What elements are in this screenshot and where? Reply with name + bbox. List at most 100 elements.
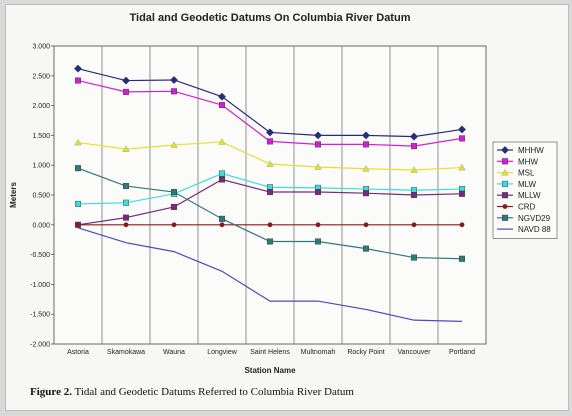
legend: MHHW MHW MSL MLW MLLW CRD NGVD29 NAVD 88 — [492, 141, 558, 239]
legend-item: MHW — [497, 157, 538, 166]
x-tick-label: Rocky Point — [347, 349, 384, 356]
data-point — [315, 222, 321, 228]
y-tick-label: -1.500 — [30, 312, 50, 319]
x-tick-label: Skamokawa — [107, 349, 145, 356]
x-tick-label: Saint Helens — [250, 349, 290, 356]
legend-item: MLLW — [497, 191, 541, 200]
y-tick-label: 0.000 — [32, 222, 50, 229]
legend-label: NGVD29 — [518, 214, 551, 223]
legend-item: MLW — [497, 180, 537, 189]
legend-label: MLLW — [518, 191, 541, 200]
series-mhhw — [74, 64, 466, 141]
data-point — [314, 131, 322, 140]
x-tick-label: Astoria — [67, 349, 89, 356]
data-point — [74, 200, 81, 207]
x-tick-label: Vancouver — [398, 349, 432, 356]
series-msl — [74, 138, 466, 173]
data-point — [411, 143, 418, 150]
data-point — [315, 189, 322, 196]
y-tick-label: 1.000 — [32, 163, 50, 170]
data-point — [458, 125, 466, 134]
series-crd — [75, 222, 465, 228]
x-tick-label: Multnomah — [301, 349, 336, 356]
legend-swatch-marker — [502, 158, 509, 165]
data-point — [315, 141, 322, 148]
data-point — [74, 77, 81, 84]
data-point — [170, 88, 177, 95]
data-point — [314, 163, 322, 170]
legend-item: MSL — [497, 169, 535, 178]
data-point — [74, 64, 82, 73]
y-tick-label: 2.500 — [32, 73, 50, 80]
legend-swatch-marker — [502, 180, 509, 187]
data-point — [218, 138, 226, 145]
series-line — [77, 227, 463, 322]
legend-label: MHHW — [518, 146, 544, 155]
legend-swatch-marker — [501, 146, 509, 154]
y-tick-label: 3.000 — [32, 44, 50, 51]
data-point — [362, 131, 370, 140]
y-tick-label: -2.000 — [30, 342, 50, 349]
data-point — [363, 245, 370, 252]
data-point — [459, 222, 465, 228]
data-point — [411, 254, 418, 261]
series-ngvd29 — [74, 165, 466, 262]
data-point — [75, 222, 81, 228]
data-point — [122, 183, 129, 190]
chart-title: Tidal and Geodetic Datums On Columbia Ri… — [130, 12, 411, 24]
figure-caption: Figure 2. Tidal and Geodetic Datums Refe… — [30, 386, 354, 398]
data-point — [122, 145, 130, 152]
y-tick-label: 0.500 — [32, 193, 50, 200]
caption-label: Figure 2. — [30, 386, 72, 398]
legend-swatch-marker — [502, 204, 508, 209]
data-point — [218, 215, 225, 222]
series-mhw — [74, 77, 466, 150]
y-tick-label: 1.500 — [32, 133, 50, 140]
x-axis-label: Station Name — [244, 366, 296, 375]
data-point — [122, 88, 129, 95]
data-point — [123, 222, 129, 228]
y-axis-label: Meters — [9, 182, 18, 208]
legend-label: MLW — [518, 180, 537, 189]
legend-label: MSL — [518, 169, 535, 178]
data-point — [267, 222, 273, 228]
y-tick-label: -0.500 — [30, 252, 50, 259]
legend-swatch-marker — [502, 192, 509, 199]
data-point — [171, 222, 177, 228]
data-point — [362, 165, 370, 172]
data-point — [267, 138, 274, 145]
data-point — [459, 135, 466, 142]
data-point — [170, 189, 177, 196]
data-point — [267, 189, 274, 196]
data-point — [122, 76, 130, 85]
legend-item: CRD — [497, 203, 536, 212]
data-point — [410, 132, 418, 141]
data-point — [410, 166, 418, 173]
legend-swatch-marker — [502, 214, 509, 221]
legend-label: CRD — [518, 203, 536, 212]
data-point — [218, 170, 225, 177]
data-point — [218, 92, 226, 101]
x-tick-label: Longview — [207, 349, 238, 356]
data-point — [411, 222, 417, 228]
caption-text: Tidal and Geodetic Datums Referred to Co… — [71, 386, 354, 398]
x-tick-label: Portland — [449, 349, 475, 356]
y-tick-label: 2.000 — [32, 103, 50, 110]
data-point — [363, 190, 370, 197]
data-point — [267, 238, 274, 245]
data-point — [218, 102, 225, 109]
data-point — [170, 141, 178, 148]
data-point — [363, 222, 369, 228]
legend-label: NAVD 88 — [518, 225, 551, 234]
data-point — [459, 190, 466, 197]
data-point — [122, 199, 129, 206]
data-point — [315, 238, 322, 245]
legend-label: MHW — [518, 157, 538, 166]
data-point — [266, 128, 274, 137]
data-point — [219, 222, 225, 228]
plot-area: 3.000 2.500 2.000 1.500 1.000 0.500 0.000 -0.50… — [30, 44, 487, 356]
y-tick-label: -1.000 — [30, 282, 50, 289]
data-point — [459, 255, 466, 262]
